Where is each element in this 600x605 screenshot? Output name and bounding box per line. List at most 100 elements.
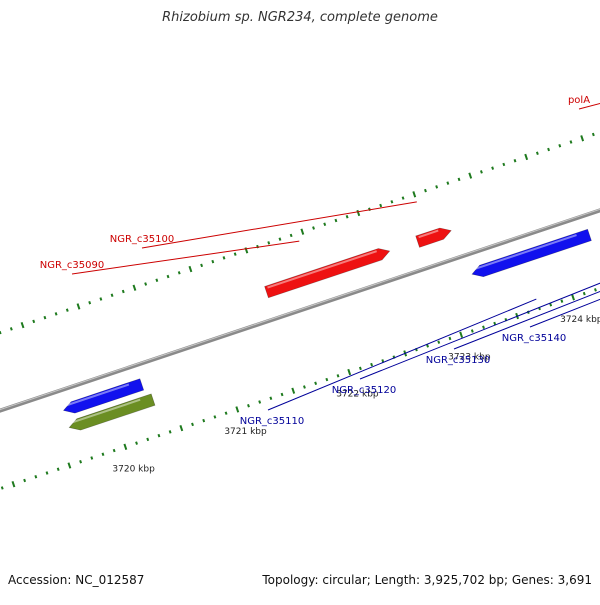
tick-mark-upper [457,177,461,182]
tick-mark-upper [513,158,517,163]
gene-label: polA [568,95,590,106]
tick-mark-upper [166,274,170,279]
tick-mark-upper [9,327,13,331]
gene-arrow-g2 [415,227,452,248]
tick-mark-lower [146,437,150,442]
map-title: Rhizobium sp. NGR234, complete genome [162,10,438,25]
tick-mark-upper [334,218,338,223]
genome-backbone-highlight [0,208,600,411]
tick-mark-upper [345,215,349,219]
tick-mark-upper [233,252,237,256]
tick-mark-lower [280,392,284,397]
tick-mark-lower [437,340,441,344]
tick-mark-lower [157,433,161,438]
tick-mark-upper [54,312,58,316]
tick-mark-upper [323,222,327,226]
gene-label: NGR_c35090 [40,260,105,271]
gene-label-leader [359,282,600,380]
tick-mark-lower [34,474,38,479]
tick-mark-upper [591,132,595,137]
scale-label: 3723 kbp [448,352,491,362]
tick-mark-upper [312,226,315,230]
tick-mark-lower [482,325,485,329]
tick-mark-upper [267,241,271,245]
tick-mark-lower [179,424,184,432]
tick-mark-lower [426,344,429,348]
gene-arrow-g4 [68,393,156,431]
tick-mark-upper [424,188,427,193]
tick-mark-upper [558,144,562,148]
accession-text: Accession: NC_012587 [8,573,145,587]
gene-label-leader [453,290,600,350]
tick-mark-lower [459,331,464,338]
gene-label-leader [71,240,300,275]
tick-mark-upper [188,265,193,273]
tick-mark-lower [291,387,296,394]
scale-label: 3720 kbp [112,464,155,474]
tick-mark-lower [314,381,318,386]
tick-mark-upper [580,135,585,142]
tick-mark-lower [90,456,94,460]
tick-mark-lower [112,448,116,453]
tick-mark-upper [535,151,539,155]
tick-mark-lower [594,288,597,292]
tick-mark-upper [20,321,25,329]
tick-mark-lower [336,374,340,378]
tick-mark-lower [23,478,27,483]
tick-mark-lower [202,418,206,423]
tick-mark-lower [67,462,72,469]
tick-mark-upper [110,293,114,297]
scale-label: 3722 kbp [336,390,379,400]
tick-mark-lower [56,467,60,471]
tick-mark-lower [347,368,352,376]
tick-mark-upper [43,315,47,320]
tick-mark-upper [547,147,551,152]
gene-highlight-g5 [472,234,577,271]
gene-label: NGR_c35140 [502,333,567,344]
tick-mark-upper [155,278,159,283]
tick-mark-upper [211,259,215,264]
gene-arrow-g5 [471,228,592,278]
gene-label: NGR_c35120 [332,385,397,396]
gene-highlight-g3 [64,383,130,407]
tick-mark-upper [390,200,394,204]
tick-mark-upper [0,330,2,335]
tick-mark-lower [381,359,385,363]
scale-label: 3721 kbp [224,427,267,437]
tick-mark-lower [493,321,497,326]
genome-backbone [0,208,600,413]
tick-mark-lower [358,366,362,371]
tick-mark-upper [222,256,226,260]
tick-mark-upper [480,170,483,174]
tick-mark-upper [379,203,383,208]
tick-mark-lower [11,481,16,488]
gene-label-leader [141,201,417,249]
tick-mark-lower [79,460,83,464]
gene-highlight-g1 [267,250,377,289]
tick-mark-lower [560,299,564,303]
tick-mark-upper [524,153,529,161]
tick-mark-lower [370,362,374,367]
tick-mark-lower [549,303,553,307]
tick-mark-lower [247,403,250,408]
tick-mark-lower [123,443,128,450]
genome-summary-text: Topology: circular; Length: 3,925,702 bp… [262,573,592,587]
tick-mark-lower [0,486,4,490]
tick-mark-upper [491,166,495,170]
tick-mark-lower [45,471,49,475]
tick-mark-lower [571,294,575,301]
tick-mark-lower [582,291,586,296]
tick-mark-lower [213,415,217,419]
tick-mark-upper [144,282,148,286]
tick-mark-upper [99,297,103,301]
tick-mark-lower [258,400,262,404]
gene-label: NGR_c35130 [426,355,491,366]
tick-mark-upper [300,228,305,235]
tick-mark-upper [502,162,506,167]
tick-mark-lower [224,411,228,415]
gene-arrow-g3 [62,378,145,414]
tick-mark-upper [289,233,293,238]
tick-mark-lower [135,441,138,445]
